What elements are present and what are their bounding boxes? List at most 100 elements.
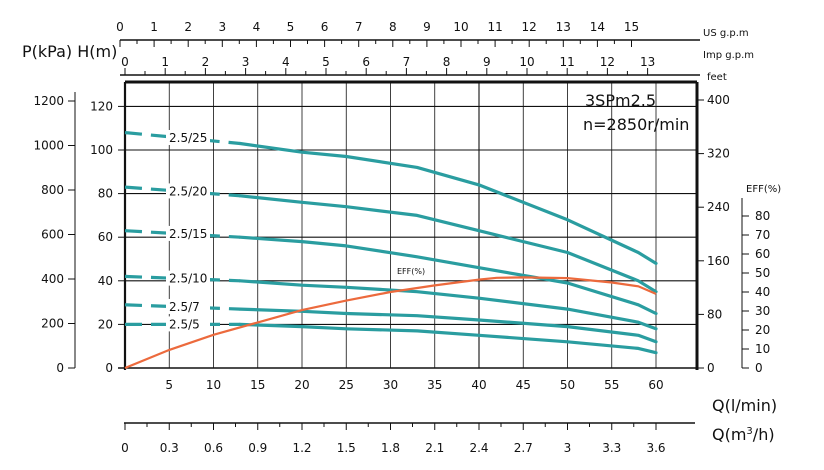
m3h-tick-label: 2.7 [514, 441, 533, 455]
imp-gpm-tick-label: 2 [202, 55, 210, 69]
us-gpm-tick-label: 6 [321, 20, 329, 34]
us-gpm-tick-label: 14 [590, 20, 605, 34]
us-gpm-tick-label: 15 [624, 20, 639, 34]
head-tick-label: 20 [98, 317, 113, 331]
eff-tick-label: 20 [755, 323, 770, 337]
us-gpm-tick-label: 12 [522, 20, 537, 34]
imp-gpm-tick-label: 8 [443, 55, 451, 69]
imp-gpm-axis: 0 1 2 3 4 5 6 7 8 9 10 11 12 13 Imp g.p.m [120, 50, 754, 76]
eff-tick-label: 40 [755, 285, 770, 299]
series-label-bg [166, 316, 210, 332]
feet-tick-label: 400 [707, 93, 730, 107]
imp-gpm-tick-label: 4 [282, 55, 290, 69]
us-gpm-tick-label: 13 [556, 20, 571, 34]
head-curve-2.5/10 [238, 279, 658, 331]
imp-gpm-label: Imp g.p.m [703, 50, 754, 61]
series-label-bg [166, 130, 210, 146]
m3h-tick-label: 1.8 [381, 441, 400, 455]
us-gpm-tick-label: 9 [423, 20, 431, 34]
us-gpm-tick-label: 1 [150, 20, 158, 34]
head-curve-2.5/7 [238, 307, 658, 344]
efficiency-axis: EFF(%) 0 10 20 30 40 50 60 70 80 [741, 184, 781, 375]
imp-gpm-tick-label: 1 [161, 55, 169, 69]
head-tick-label: 60 [98, 230, 113, 244]
series-label-bg [166, 298, 210, 314]
imp-gpm-tick-label: 6 [362, 55, 370, 69]
head-curve-2.5/15 [238, 235, 658, 316]
m3h-tick-label: 3 [564, 441, 572, 455]
chart-subtitle: n=2850r/min [583, 115, 689, 134]
head-curve-2.5/5 [238, 322, 658, 355]
us-gpm-tick-label: 5 [287, 20, 295, 34]
imp-gpm-tick-label: 0 [121, 55, 129, 69]
m3h-tick-label: 3.6 [646, 441, 665, 455]
feet-label: feet [707, 72, 727, 83]
head-tick-label: 100 [90, 143, 113, 157]
imp-gpm-tick-label: 12 [600, 55, 615, 69]
us-gpm-tick-label: 4 [253, 20, 261, 34]
x-axis-lpm-ticks: 5 10 15 20 25 30 35 40 45 50 55 60 [165, 378, 663, 392]
x-tick-label: 50 [560, 378, 575, 392]
us-gpm-label: US g.p.m [703, 28, 749, 39]
head-curves: 2.5/25 2.5/20 2.5/15 2.5/10 2.5/7 2.5/5 [124, 130, 658, 355]
feet-tick-label: 0 [707, 361, 715, 375]
feet-tick-label: 320 [707, 147, 730, 161]
imp-gpm-tick-label: 3 [242, 55, 250, 69]
feet-tick-label: 160 [707, 254, 730, 268]
series-label: 2.5/15 [169, 227, 207, 241]
imp-gpm-tick-label: 13 [640, 55, 655, 69]
eff-tick-label: 0 [755, 361, 763, 375]
kpa-tick-label: 1000 [33, 139, 64, 153]
feet-axis: 0 80 160 240 320 400 [697, 93, 730, 375]
m3h-tick-label: 0 [121, 441, 129, 455]
x-tick-label: 25 [339, 378, 354, 392]
m3h-tick-label: 2.4 [469, 441, 488, 455]
plot-frame [118, 80, 699, 370]
series-label: 2.5/7 [169, 300, 200, 314]
feet-tick-label: 80 [707, 307, 722, 321]
imp-gpm-tick-label: 5 [322, 55, 330, 69]
head-curve-2.5/20 [238, 194, 658, 294]
us-gpm-tick-label: 3 [218, 20, 226, 34]
x-axis-m3h-label: Q(m3/h) [712, 425, 775, 444]
imp-gpm-tick-label: 10 [519, 55, 534, 69]
kpa-tick-label: 600 [41, 228, 64, 242]
chart-title: 3SPm2.5 [585, 91, 656, 110]
x-tick-label: 55 [604, 378, 619, 392]
series-label-bg [166, 183, 210, 199]
x-tick-label: 45 [516, 378, 531, 392]
m3h-tick-label: 0.9 [248, 441, 267, 455]
eff-tick-label: 60 [755, 247, 770, 261]
series-label: 2.5/20 [169, 184, 207, 198]
head-tick-label: 120 [90, 99, 113, 113]
m3h-tick-label: 0.6 [204, 441, 223, 455]
head-tick-label: 80 [98, 187, 113, 201]
kpa-tick-label: 400 [41, 272, 64, 286]
x-tick-label: 20 [294, 378, 309, 392]
eff-tick-label: 10 [755, 342, 770, 356]
eff-tick-label: 80 [755, 209, 770, 223]
kpa-tick-label: 200 [41, 317, 64, 331]
eff-tick-label: 50 [755, 266, 770, 280]
x-axis-label: Q(l/min) [712, 396, 777, 415]
us-gpm-tick-label: 8 [389, 20, 397, 34]
eff-tick-label: 30 [755, 304, 770, 318]
head-curve-2.5/25 [238, 141, 658, 265]
x-axis-m3h: 0 0.3 0.6 0.9 1.2 1.5 1.8 2.1 2.4 2.7 3 3.3 3.6 [121, 422, 695, 455]
m3h-tick-label: 3.3 [602, 441, 621, 455]
feet-tick-label: 240 [707, 200, 730, 214]
efficiency-curve-label: EFF(%) [397, 267, 425, 276]
m3h-tick-label: 1.5 [337, 441, 356, 455]
imp-gpm-tick-label: 11 [560, 55, 575, 69]
x-tick-label: 10 [206, 378, 221, 392]
us-gpm-tick-label: 7 [355, 20, 363, 34]
us-gpm-axis: 0 1 2 3 4 5 6 7 8 9 10 11 12 13 14 15 US g.p.m [116, 20, 749, 47]
kpa-tick-label: 1200 [33, 94, 64, 108]
series-label: 2.5/5 [169, 317, 200, 331]
us-gpm-tick-label: 0 [116, 20, 124, 34]
us-gpm-tick-label: 2 [184, 20, 192, 34]
y-axis-title: P(kPa) H(m) [22, 42, 117, 61]
head-tick-label: 40 [98, 274, 113, 288]
m3h-tick-label: 2.1 [425, 441, 444, 455]
